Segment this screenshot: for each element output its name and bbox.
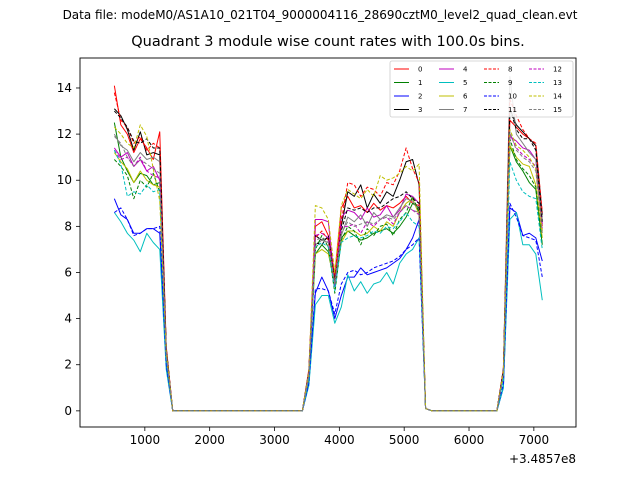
- series-line-12: [113, 133, 543, 412]
- y-tick-label: 2: [64, 358, 72, 372]
- y-tick-label: 8: [64, 219, 72, 233]
- series-line-13: [113, 150, 543, 412]
- y-axis-ticks: 0 2 4 6 8 10 12 14: [57, 81, 80, 418]
- legend-label-4: 4: [463, 66, 468, 74]
- legend-label-6: 6: [463, 93, 468, 101]
- x-tick-label: 3000: [259, 433, 290, 447]
- y-tick-label: 0: [64, 404, 72, 418]
- legend-label-15: 15: [553, 106, 562, 114]
- chart-title: Quadrant 3 module wise count rates with …: [131, 34, 525, 50]
- x-tick-label: 7000: [519, 433, 550, 447]
- y-tick-label: 12: [57, 127, 72, 141]
- series-line-3: [113, 108, 543, 412]
- series-line-6: [113, 145, 543, 412]
- y-tick-label: 14: [57, 81, 72, 95]
- legend-label-1: 1: [418, 79, 422, 87]
- figure-suptitle: Data file: modeM0/AS1A10_021T04_90000041…: [62, 8, 578, 22]
- series-lines: [113, 75, 543, 412]
- series-line-1: [113, 122, 543, 412]
- y-tick-label: 4: [64, 312, 72, 326]
- x-axis-ticks: 1000 2000 3000 4000 5000 6000 7000: [130, 427, 550, 447]
- legend-label-2: 2: [418, 93, 422, 101]
- x-tick-label: 2000: [194, 433, 225, 447]
- legend-label-0: 0: [418, 66, 422, 74]
- legend-label-11: 11: [508, 106, 517, 114]
- plot-area-frame: [79, 57, 577, 428]
- y-tick-label: 6: [64, 265, 72, 279]
- legend-label-8: 8: [508, 66, 512, 74]
- legend-label-3: 3: [418, 106, 422, 114]
- x-tick-label: 4000: [324, 433, 355, 447]
- series-line-14: [113, 124, 543, 412]
- series-line-11: [113, 108, 543, 412]
- series-line-4: [113, 135, 543, 412]
- series-line-2: [113, 198, 543, 412]
- legend-label-10: 10: [508, 93, 517, 101]
- legend-label-12: 12: [553, 66, 562, 74]
- legend-label-14: 14: [553, 93, 562, 101]
- legend-label-9: 9: [508, 79, 512, 87]
- x-tick-label: 5000: [389, 433, 420, 447]
- legend-label-13: 13: [553, 79, 562, 87]
- y-tick-label: 10: [57, 173, 72, 187]
- x-axis-offset-label: +3.4857e8: [508, 452, 576, 466]
- x-tick-label: 1000: [130, 433, 161, 447]
- series-line-9: [113, 138, 543, 412]
- legend-box: [389, 60, 574, 118]
- series-line-15: [113, 131, 543, 412]
- x-tick-label: 6000: [454, 433, 485, 447]
- legend-label-7: 7: [463, 106, 467, 114]
- legend-label-5: 5: [463, 79, 467, 87]
